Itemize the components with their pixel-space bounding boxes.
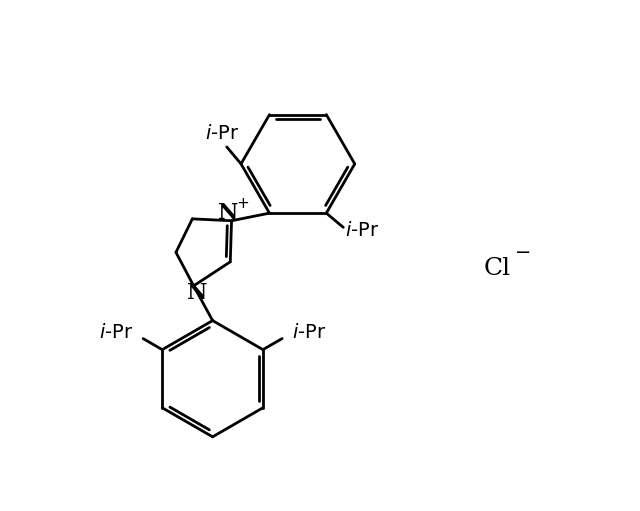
Text: $i$-Pr: $i$-Pr	[99, 323, 134, 342]
Text: $i$-Pr: $i$-Pr	[205, 124, 239, 143]
Text: +: +	[237, 196, 250, 211]
Text: N: N	[187, 283, 207, 305]
Text: N: N	[218, 202, 239, 224]
Text: $i$-Pr: $i$-Pr	[291, 323, 326, 342]
Text: −: −	[515, 243, 532, 262]
Text: $i$-Pr: $i$-Pr	[345, 221, 380, 240]
Text: Cl: Cl	[483, 257, 511, 280]
